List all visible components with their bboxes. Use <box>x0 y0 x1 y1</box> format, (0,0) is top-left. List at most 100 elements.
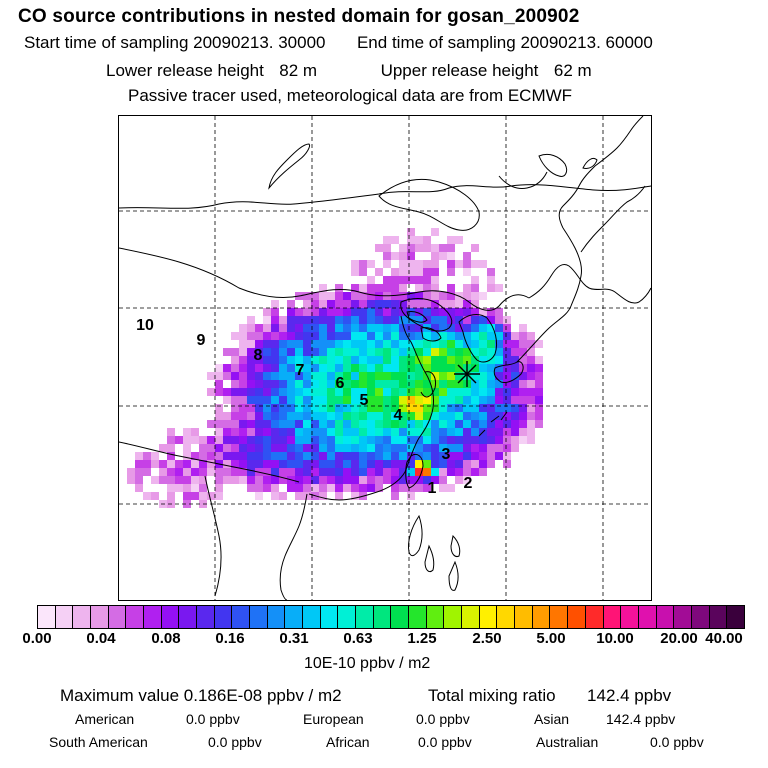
colorbar-swatch <box>532 606 551 628</box>
colorbar-tick: 5.00 <box>536 630 566 647</box>
upper-height-value: 62 m <box>553 61 592 80</box>
colorbar-swatch <box>391 606 410 628</box>
tracer-note: Passive tracer used, meteorological data… <box>128 86 573 105</box>
colorbar-swatch <box>126 606 145 628</box>
colorbar-tick: 10.00 <box>596 630 634 647</box>
maximum-value: Maximum value 0.186E-08 ppbv / m2 <box>60 686 342 706</box>
region-label: 9 <box>196 332 206 349</box>
total-value: 142.4 ppbv <box>587 686 672 705</box>
colorbar-tick: 0.00 <box>22 630 52 647</box>
release-heights: Lower release height 82 m Upper release … <box>106 61 592 81</box>
region-label: 1 <box>427 480 437 497</box>
sampling-times: Start time of sampling 20090213. 30000 E… <box>24 33 653 53</box>
colorbar-swatch <box>638 606 657 628</box>
colorbar-swatch <box>409 606 427 628</box>
region-value: 0.0 ppbv <box>416 711 470 727</box>
region-label: 10 <box>136 317 154 334</box>
lower-height-label: Lower release height <box>106 61 264 80</box>
region-label: 5 <box>359 392 369 409</box>
colorbar-swatch <box>674 606 692 628</box>
colorbar-swatch <box>108 606 127 628</box>
map-panel: 1 2 3 4 5 6 7 8 9 10 <box>118 115 652 601</box>
colorbar-tick: 0.16 <box>215 630 245 647</box>
region-label: 4 <box>393 407 403 424</box>
region-label: 7 <box>295 362 305 379</box>
start-time-label: Start time of sampling <box>24 33 189 52</box>
colorbar-tick: 20.00 <box>660 630 698 647</box>
end-time-value: 20090213. 60000 <box>520 33 653 52</box>
colorbar-tick: 0.08 <box>151 630 181 647</box>
colorbar-swatch <box>73 606 92 628</box>
colorbar-swatch <box>585 606 604 628</box>
colorbar-swatch <box>285 606 304 628</box>
colorbar-tick: 0.63 <box>343 630 373 647</box>
colorbar-tick: 40.00 <box>705 630 743 647</box>
colorbar-swatch <box>727 606 744 628</box>
colorbar-swatch <box>656 606 675 628</box>
colorbar-tick: 0.04 <box>86 630 116 647</box>
colorbar-swatch <box>144 606 162 628</box>
colorbar-tick: 2.50 <box>472 630 502 647</box>
region-label: 3 <box>441 446 451 463</box>
colorbar-swatch <box>603 606 622 628</box>
colorbar-swatch <box>462 606 480 628</box>
coastlines <box>119 116 651 600</box>
region-value: 142.4 ppbv <box>606 711 676 727</box>
colorbar-swatch <box>497 606 516 628</box>
end-time-label: End time of sampling <box>356 33 516 52</box>
colorbar-swatch <box>197 606 215 628</box>
colorbar-swatch <box>515 606 533 628</box>
colorbar <box>37 605 745 629</box>
start-time-value: 20090213. 30000 <box>193 33 326 52</box>
colorbar-swatch <box>38 606 56 628</box>
region-name: Australian <box>536 734 599 750</box>
colorbar-swatch <box>214 606 233 628</box>
region-value: 0.0 ppbv <box>186 711 240 727</box>
colorbar-swatch <box>426 606 445 628</box>
upper-height-label: Upper release height <box>380 61 539 80</box>
colorbar-tick: 1.25 <box>407 630 437 647</box>
region-name: Asian <box>534 711 570 727</box>
region-name: European <box>303 711 364 727</box>
colorbar-swatch <box>568 606 586 628</box>
total-mixing-ratio: Total mixing ratio 142.4 ppbv <box>428 686 671 706</box>
colorbar-swatch <box>479 606 498 628</box>
region-value: 0.0 ppbv <box>208 734 262 750</box>
colorbar-swatch <box>320 606 339 628</box>
colorbar-swatch <box>91 606 109 628</box>
region-value: 0.0 ppbv <box>650 734 704 750</box>
region-name: South American <box>49 734 148 750</box>
region-name: African <box>326 734 370 750</box>
lat-lon-grid <box>119 116 651 600</box>
colorbar-units: 10E-10 ppbv / m2 <box>304 655 431 672</box>
colorbar-swatch <box>161 606 180 628</box>
colorbar-swatch <box>179 606 198 628</box>
figure-title: CO source contributions in nested domain… <box>18 6 580 27</box>
total-label: Total mixing ratio <box>428 686 556 705</box>
colorbar-swatch <box>55 606 74 628</box>
colorbar-swatch <box>267 606 286 628</box>
lower-height-value: 82 m <box>279 61 318 80</box>
colorbar-swatch <box>444 606 463 628</box>
colorbar-swatch <box>338 606 357 628</box>
region-name: American <box>75 711 135 727</box>
colorbar-swatch <box>691 606 710 628</box>
receptor-asterisk-icon <box>454 361 480 387</box>
colorbar-swatch <box>250 606 268 628</box>
colorbar-swatch <box>550 606 569 628</box>
region-label: 2 <box>463 475 473 492</box>
region-value: 0.0 ppbv <box>418 734 472 750</box>
max-label: Maximum value <box>60 686 180 705</box>
colorbar-swatch <box>303 606 321 628</box>
colorbar-swatch <box>373 606 392 628</box>
plume-layer <box>127 228 543 508</box>
colorbar-swatch <box>709 606 728 628</box>
max-value: 0.186E-08 ppbv / m2 <box>183 686 342 705</box>
map-svg <box>119 116 651 600</box>
colorbar-swatch <box>621 606 639 628</box>
colorbar-tick: 0.31 <box>279 630 309 647</box>
colorbar-swatch <box>232 606 251 628</box>
region-label: 6 <box>335 375 345 392</box>
colorbar-swatch <box>356 606 374 628</box>
region-label: 8 <box>253 347 263 364</box>
